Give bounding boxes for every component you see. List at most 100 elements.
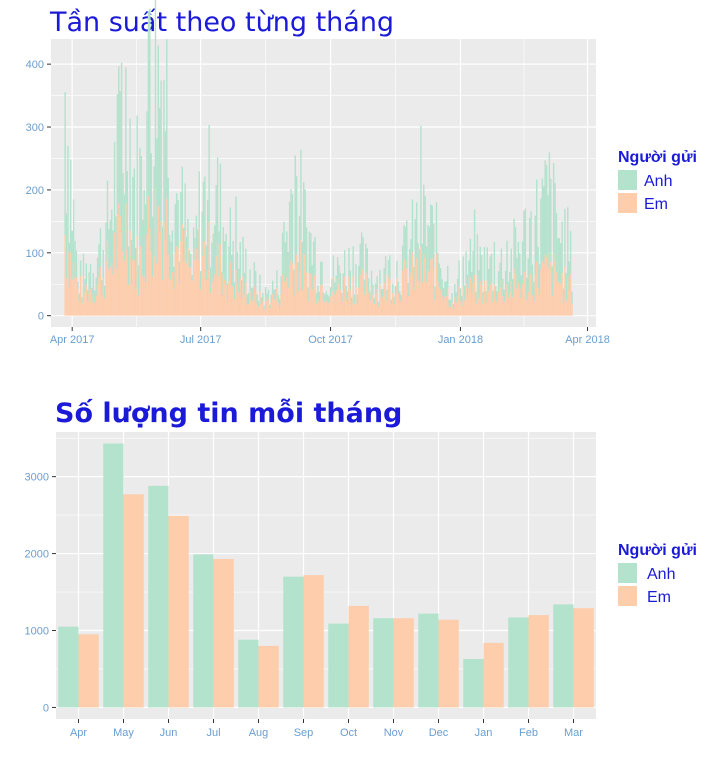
daily-bar-em bbox=[161, 279, 164, 316]
daily-bar-anh bbox=[199, 271, 202, 290]
daily-bar-anh bbox=[136, 115, 138, 236]
daily-bar-anh bbox=[64, 92, 66, 235]
daily-bar-em bbox=[458, 286, 460, 316]
daily-chart-title: Tần suất theo từng tháng bbox=[49, 7, 394, 38]
daily-bar-anh bbox=[74, 241, 76, 279]
monthly-chart-legend: Người gửi Anh Em bbox=[618, 542, 697, 606]
daily-bar-anh bbox=[259, 274, 261, 292]
daily-bar-anh bbox=[517, 242, 520, 283]
daily-bar-anh bbox=[125, 67, 127, 204]
daily-bar-anh bbox=[225, 233, 227, 285]
daily-bar-em bbox=[483, 280, 486, 316]
daily-bar-em bbox=[545, 256, 548, 316]
daily-bar-em bbox=[85, 284, 88, 316]
daily-bar-anh bbox=[264, 287, 267, 297]
daily-bar-anh bbox=[81, 296, 83, 303]
monthly-chart-x-axis: Apr May Jun Jul Aug Sep Oct Nov Dec Jan Feb Mar bbox=[70, 719, 583, 739]
daily-bar-em bbox=[540, 269, 542, 316]
daily-bar-anh bbox=[106, 180, 109, 241]
daily-bar-anh bbox=[448, 299, 450, 307]
daily-bar-anh bbox=[279, 298, 281, 307]
daily-bar-anh bbox=[71, 230, 73, 280]
daily-bar-em bbox=[445, 296, 448, 316]
daily-bar-em bbox=[195, 248, 198, 316]
daily-bar-anh bbox=[122, 173, 124, 252]
daily-bar-anh bbox=[454, 283, 456, 298]
daily-bar-em bbox=[109, 266, 112, 316]
daily-bar-anh bbox=[379, 269, 381, 285]
daily-bar-em bbox=[281, 274, 284, 316]
daily-bar-em bbox=[408, 277, 411, 316]
daily-bar-em bbox=[430, 259, 432, 316]
daily-bar-em bbox=[191, 280, 193, 316]
daily-bar-em bbox=[476, 274, 479, 316]
daily-bar-anh bbox=[401, 245, 404, 272]
daily-bar-em bbox=[243, 294, 246, 316]
daily-bar-em bbox=[188, 267, 191, 316]
daily-bar-anh bbox=[256, 294, 258, 304]
daily-bar-em bbox=[232, 286, 234, 316]
daily-bar-em bbox=[325, 300, 328, 316]
daily-bar-anh bbox=[312, 241, 315, 277]
daily-bar-anh bbox=[486, 247, 488, 281]
daily-bar-em bbox=[417, 279, 419, 316]
daily-bar-anh bbox=[109, 220, 112, 267]
daily-bar-anh bbox=[437, 252, 439, 282]
daily-bar-em bbox=[277, 302, 280, 316]
daily-bar-em bbox=[486, 280, 488, 316]
daily-bar-em bbox=[352, 276, 354, 316]
daily-bar-anh bbox=[219, 163, 222, 245]
daily-bar-em bbox=[95, 295, 97, 316]
daily-bar-em bbox=[177, 248, 179, 316]
daily-bar-anh bbox=[562, 288, 565, 304]
daily-bar-anh bbox=[77, 281, 79, 289]
daily-bar-anh bbox=[504, 270, 507, 292]
daily-bar-anh bbox=[218, 231, 220, 277]
daily-bar-em bbox=[92, 293, 95, 316]
daily-bar-em bbox=[252, 300, 254, 316]
daily-bar-em bbox=[209, 292, 212, 316]
daily-bar-anh bbox=[349, 270, 352, 290]
daily-bar-anh bbox=[449, 300, 452, 307]
daily-bar-anh bbox=[473, 209, 476, 275]
daily-bar-anh bbox=[403, 225, 405, 259]
daily-bar-em bbox=[212, 278, 215, 316]
daily-bar-em bbox=[317, 299, 319, 316]
daily-bar-em bbox=[390, 304, 392, 316]
daily-bar-anh bbox=[267, 289, 270, 300]
daily-bar-anh bbox=[480, 255, 483, 286]
daily-bar-anh bbox=[102, 249, 104, 279]
daily-bar-em bbox=[246, 304, 248, 316]
daily-bar-em bbox=[263, 309, 265, 316]
daily-bar-em bbox=[516, 288, 518, 316]
daily-bar-anh bbox=[84, 279, 86, 294]
daily-bar-anh bbox=[119, 91, 121, 216]
daily-bar-em bbox=[369, 300, 371, 316]
monthly-bar-anh bbox=[238, 639, 259, 708]
daily-bar-em bbox=[187, 248, 189, 316]
daily-bar-em bbox=[312, 276, 315, 316]
daily-bar-em bbox=[413, 289, 415, 316]
daily-bar-anh bbox=[298, 215, 301, 271]
daily-bar-em bbox=[98, 276, 100, 316]
daily-legend-swatch-em bbox=[618, 193, 637, 213]
daily-bar-anh bbox=[120, 62, 123, 231]
daily-bar-em bbox=[411, 251, 414, 316]
daily-bar-anh bbox=[111, 209, 113, 263]
daily-bar-em bbox=[171, 272, 174, 316]
daily-bar-anh bbox=[150, 153, 152, 253]
daily-bar-anh bbox=[79, 260, 82, 277]
daily-bar-em bbox=[482, 303, 484, 316]
daily-bar-anh bbox=[356, 294, 359, 304]
daily-bar-em bbox=[257, 307, 260, 316]
daily-bar-anh bbox=[177, 199, 179, 249]
daily-bar-em bbox=[198, 227, 200, 316]
daily-bar-em bbox=[214, 274, 216, 316]
daily-bar-anh bbox=[455, 292, 457, 303]
daily-bar-anh bbox=[85, 263, 88, 285]
daily-bar-em bbox=[267, 299, 270, 316]
daily-bar-anh bbox=[291, 194, 294, 264]
daily-bar-em bbox=[568, 289, 570, 316]
daily-bar-em bbox=[384, 274, 387, 316]
daily-bar-anh bbox=[386, 289, 388, 301]
